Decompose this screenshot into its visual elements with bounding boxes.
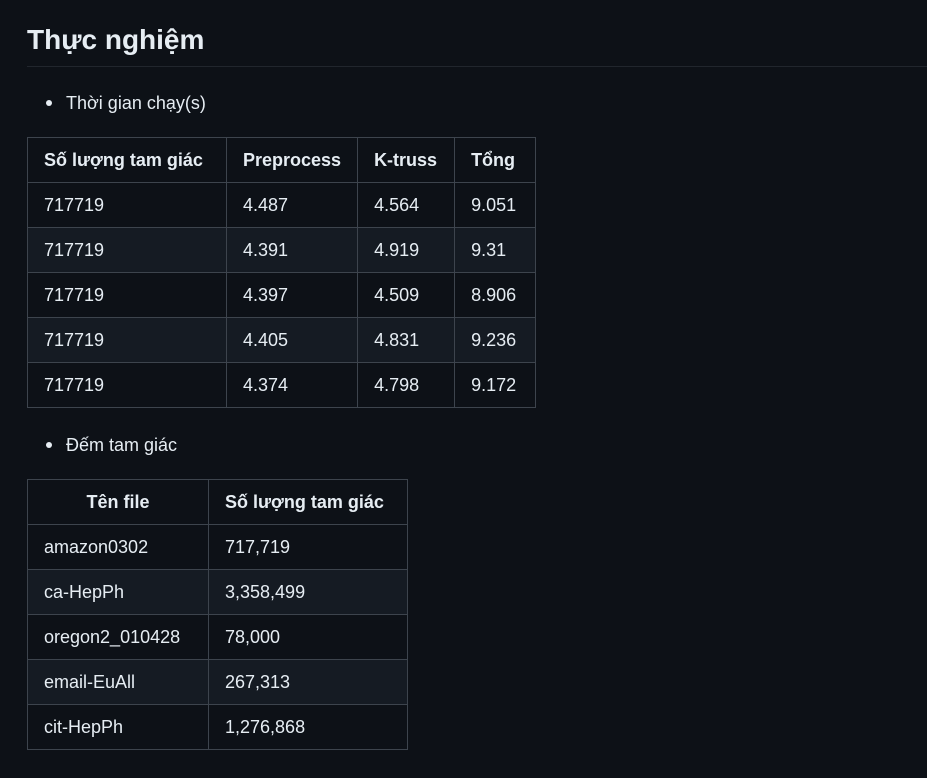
table-cell: 78,000	[208, 614, 408, 660]
table-row: 717719 4.374 4.798 9.172	[27, 362, 537, 408]
table-row: amazon0302 717,719	[27, 524, 408, 570]
section-heading: Thực nghiệm	[27, 24, 205, 55]
table-cell: 4.487	[225, 182, 359, 228]
table-cell: oregon2_010428	[27, 614, 209, 660]
table-cell: 9.172	[454, 362, 537, 408]
table-cell: 3,358,499	[208, 569, 408, 615]
table-cell: 4.391	[225, 227, 359, 273]
table-row: email-EuAll 267,313	[27, 659, 408, 705]
table-cell: cit-HepPh	[27, 704, 209, 750]
column-header: Preprocess	[225, 137, 359, 183]
bullet-text: Thời gian chạy(s)	[66, 93, 206, 113]
column-header: K-truss	[357, 137, 456, 183]
table-cell: 717719	[27, 362, 227, 408]
table-cell: 1,276,868	[208, 704, 408, 750]
table-cell: 4.374	[225, 362, 359, 408]
table-row: 717719 4.397 4.509 8.906	[27, 272, 537, 318]
table-cell: 8.906	[454, 272, 537, 318]
table-cell: 4.919	[357, 227, 456, 273]
table-cell: 4.564	[357, 182, 456, 228]
table-cell: amazon0302	[27, 524, 209, 570]
table-cell: 4.509	[357, 272, 456, 318]
table-row: 717719 4.405 4.831 9.236	[27, 317, 537, 363]
table-cell: 4.397	[225, 272, 359, 318]
column-header: Số lượng tam giác	[27, 137, 227, 183]
table-cell: ca-HepPh	[27, 569, 209, 615]
table-cell: 4.798	[357, 362, 456, 408]
table-row: 717719 4.487 4.564 9.051	[27, 182, 537, 228]
table-row: 717719 4.391 4.919 9.31	[27, 227, 537, 273]
table-cell: 717,719	[208, 524, 408, 570]
table-cell: 717719	[27, 272, 227, 318]
table-header-row: Số lượng tam giác Preprocess K-truss Tổn…	[27, 137, 537, 183]
table-cell: 9.051	[454, 182, 537, 228]
table-cell: 4.831	[357, 317, 456, 363]
column-header: Tổng	[454, 137, 537, 183]
heading-container: Thực nghiệm	[27, 0, 927, 67]
bullet-item-triangle-count: Đếm tam giác	[27, 432, 927, 458]
runtime-table: Số lượng tam giác Preprocess K-truss Tổn…	[27, 137, 537, 408]
bullet-list-2: Đếm tam giác	[27, 432, 927, 458]
bullet-item-runtime: Thời gian chạy(s)	[27, 90, 927, 116]
bullet-dot-icon	[46, 442, 52, 448]
markdown-content: Thực nghiệm Thời gian chạy(s) Số lượng t…	[27, 0, 927, 750]
column-header: Số lượng tam giác	[208, 479, 408, 525]
bullet-list-1: Thời gian chạy(s)	[27, 90, 927, 116]
table-cell: 9.236	[454, 317, 537, 363]
column-header: Tên file	[27, 479, 209, 525]
triangle-count-table: Tên file Số lượng tam giác amazon0302 71…	[27, 479, 408, 750]
bullet-text: Đếm tam giác	[66, 435, 178, 455]
table-cell: 267,313	[208, 659, 408, 705]
table-row: oregon2_010428 78,000	[27, 614, 408, 660]
table-cell: 717719	[27, 317, 227, 363]
table-cell: email-EuAll	[27, 659, 209, 705]
table-header-row: Tên file Số lượng tam giác	[27, 479, 408, 525]
table-cell: 717719	[27, 182, 227, 228]
table-cell: 4.405	[225, 317, 359, 363]
table-cell: 9.31	[454, 227, 537, 273]
bullet-dot-icon	[46, 100, 52, 106]
table-cell: 717719	[27, 227, 227, 273]
table-row: cit-HepPh 1,276,868	[27, 704, 408, 750]
table-row: ca-HepPh 3,358,499	[27, 569, 408, 615]
